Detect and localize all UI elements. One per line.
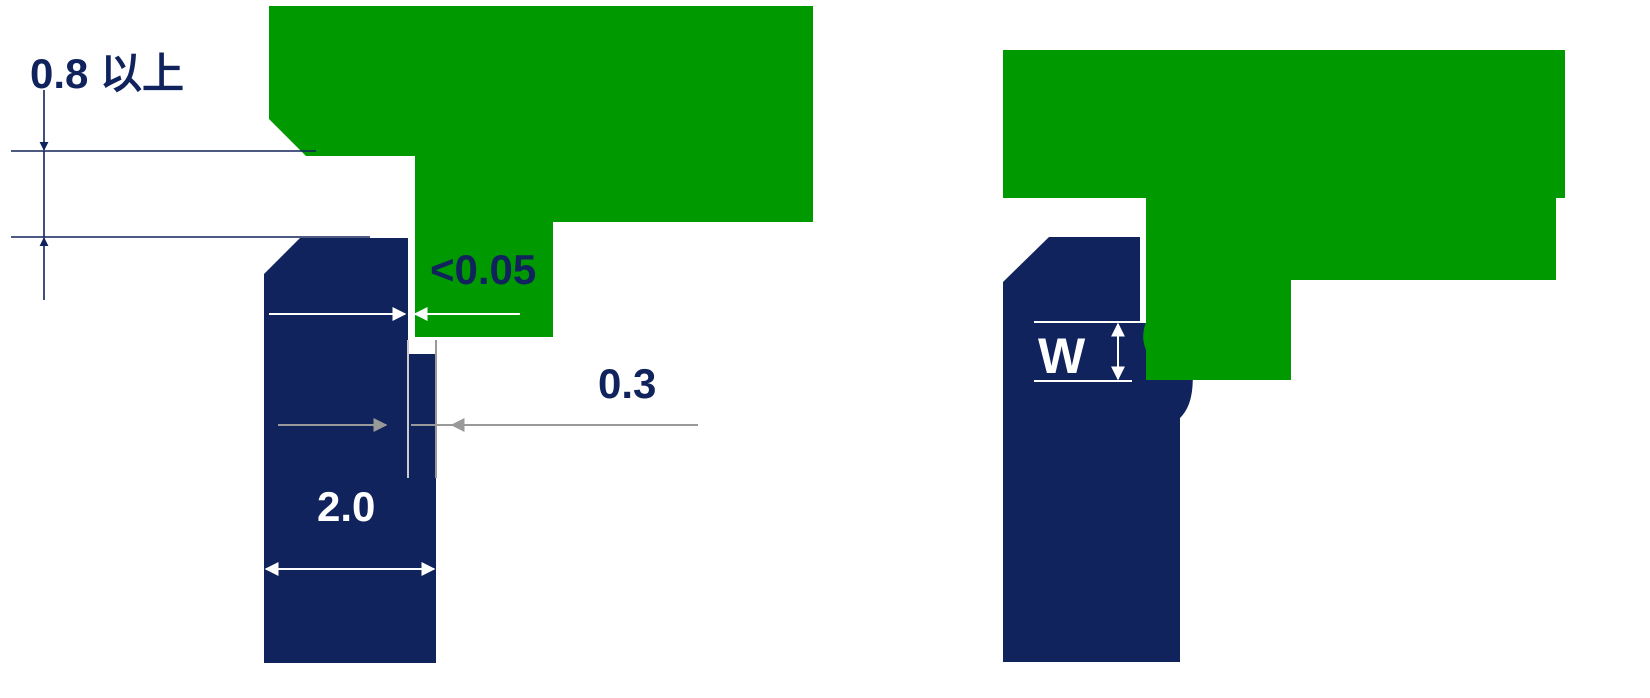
- right-green-part: [1003, 50, 1565, 380]
- right-diagram: W: [1003, 50, 1565, 662]
- w-label: W: [1038, 328, 1086, 384]
- right-green-bulge: [1143, 322, 1190, 374]
- left-diagram: 0.8 以上 <0.05 0.3 2.0: [11, 6, 813, 663]
- left-green-part: [269, 6, 813, 337]
- width-label: 2.0: [317, 483, 375, 530]
- left-navy-part: [264, 238, 436, 663]
- right-navy-part: [1003, 237, 1180, 662]
- offset-label: 0.3: [598, 360, 656, 407]
- min-gap-label: 0.8 以上: [30, 50, 184, 97]
- clearance-label: <0.05: [430, 246, 536, 293]
